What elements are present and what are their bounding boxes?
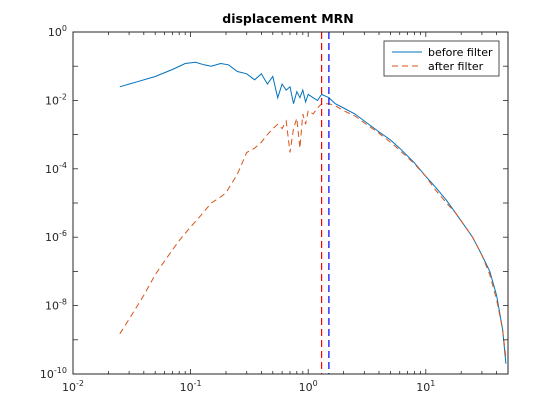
y-tick-label: 10-10	[40, 366, 67, 381]
x-tick-label: 10-2	[62, 379, 84, 394]
plot-area	[119, 32, 507, 374]
axes-box	[72, 31, 509, 375]
y-tick-label: 10-6	[45, 229, 67, 244]
x-tick-label: 101	[416, 379, 435, 394]
chart-title: displacement MRN	[222, 11, 353, 26]
legend-box	[383, 40, 500, 77]
x-tick-label: 10-1	[180, 379, 202, 394]
y-tick-label: 10-4	[45, 161, 67, 176]
x-tick-label: 100	[299, 379, 318, 394]
legend-label-1: before filter	[428, 46, 493, 59]
y-tick-label: 10-2	[45, 92, 67, 107]
legend-label-2: after filter	[428, 60, 484, 73]
series-line-2	[119, 103, 507, 358]
axes: 10-2 10-1 100 101 10-10 10-8 10-6 10-4 10-2 100	[40, 24, 509, 394]
y-tick-label: 10-8	[45, 298, 67, 313]
y-tick-label: 100	[48, 24, 67, 39]
series-line-1	[119, 61, 507, 364]
